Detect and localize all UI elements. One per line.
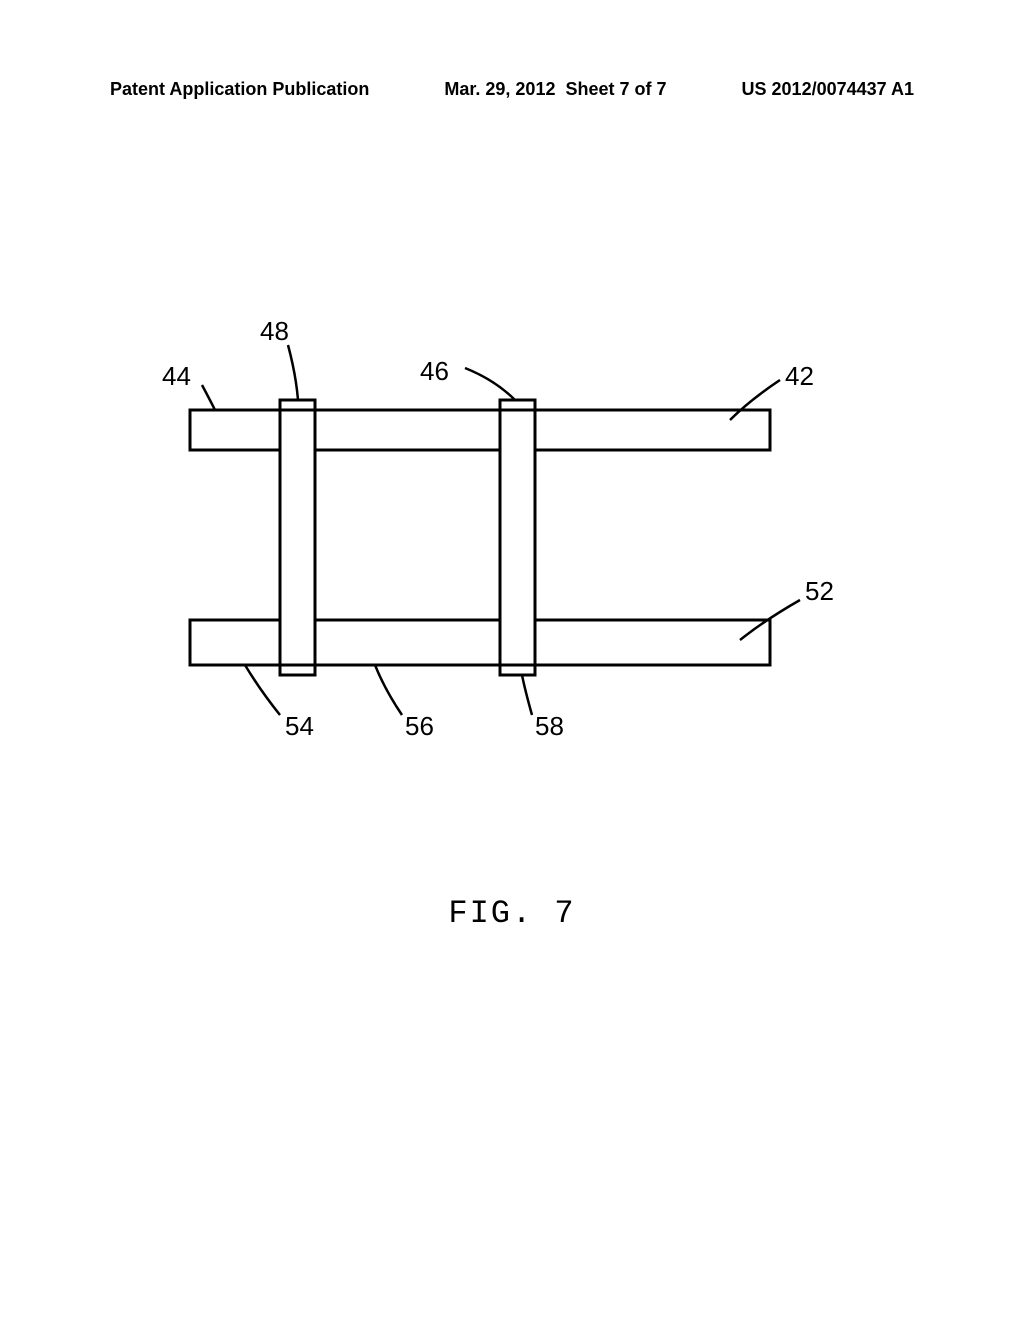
leader-58 xyxy=(522,675,532,715)
publication-label: Patent Application Publication xyxy=(110,79,369,100)
ref-label-44: 44 xyxy=(162,361,191,391)
ref-label-58: 58 xyxy=(535,711,564,741)
leader-54 xyxy=(245,665,280,715)
left-vertical-strip xyxy=(280,400,315,675)
ref-label-48: 48 xyxy=(260,316,289,346)
ref-label-56: 56 xyxy=(405,711,434,741)
ref-label-52: 52 xyxy=(805,576,834,606)
top-bar xyxy=(190,410,770,450)
leader-56 xyxy=(375,665,402,715)
ref-label-42: 42 xyxy=(785,361,814,391)
leader-42 xyxy=(730,380,780,420)
ref-label-54: 54 xyxy=(285,711,314,741)
ref-label-46: 46 xyxy=(420,356,449,386)
leader-48 xyxy=(288,345,298,400)
publication-number: US 2012/0074437 A1 xyxy=(742,79,914,100)
figure-diagram: 44 48 46 42 52 54 56 58 xyxy=(130,290,890,760)
leader-46 xyxy=(465,368,515,400)
bottom-bar xyxy=(190,620,770,665)
header-date-sheet: Mar. 29, 2012 Sheet 7 of 7 xyxy=(444,79,666,100)
leader-44 xyxy=(202,385,215,410)
right-vertical-strip xyxy=(500,400,535,675)
figure-caption: FIG. 7 xyxy=(0,895,1024,932)
